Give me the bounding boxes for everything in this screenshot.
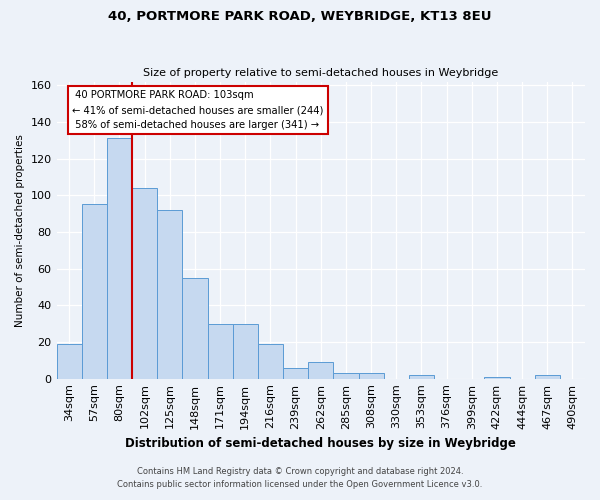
Text: Contains HM Land Registry data © Crown copyright and database right 2024.
Contai: Contains HM Land Registry data © Crown c… — [118, 468, 482, 489]
Bar — [132, 188, 157, 378]
Title: Size of property relative to semi-detached houses in Weybridge: Size of property relative to semi-detach… — [143, 68, 499, 78]
Bar — [535, 375, 560, 378]
Bar — [56, 344, 82, 378]
Bar — [157, 210, 182, 378]
Y-axis label: Number of semi-detached properties: Number of semi-detached properties — [15, 134, 25, 326]
Text: 40 PORTMORE PARK ROAD: 103sqm
← 41% of semi-detached houses are smaller (244)
 5: 40 PORTMORE PARK ROAD: 103sqm ← 41% of s… — [73, 90, 324, 130]
Bar — [334, 373, 359, 378]
Bar — [107, 138, 132, 378]
Bar — [283, 368, 308, 378]
Bar — [233, 324, 258, 378]
Bar — [82, 204, 107, 378]
Bar — [258, 344, 283, 378]
Text: 40, PORTMORE PARK ROAD, WEYBRIDGE, KT13 8EU: 40, PORTMORE PARK ROAD, WEYBRIDGE, KT13 … — [108, 10, 492, 23]
Bar — [182, 278, 208, 378]
X-axis label: Distribution of semi-detached houses by size in Weybridge: Distribution of semi-detached houses by … — [125, 437, 516, 450]
Bar — [208, 324, 233, 378]
Bar — [359, 373, 383, 378]
Bar — [484, 377, 509, 378]
Bar — [409, 375, 434, 378]
Bar — [308, 362, 334, 378]
